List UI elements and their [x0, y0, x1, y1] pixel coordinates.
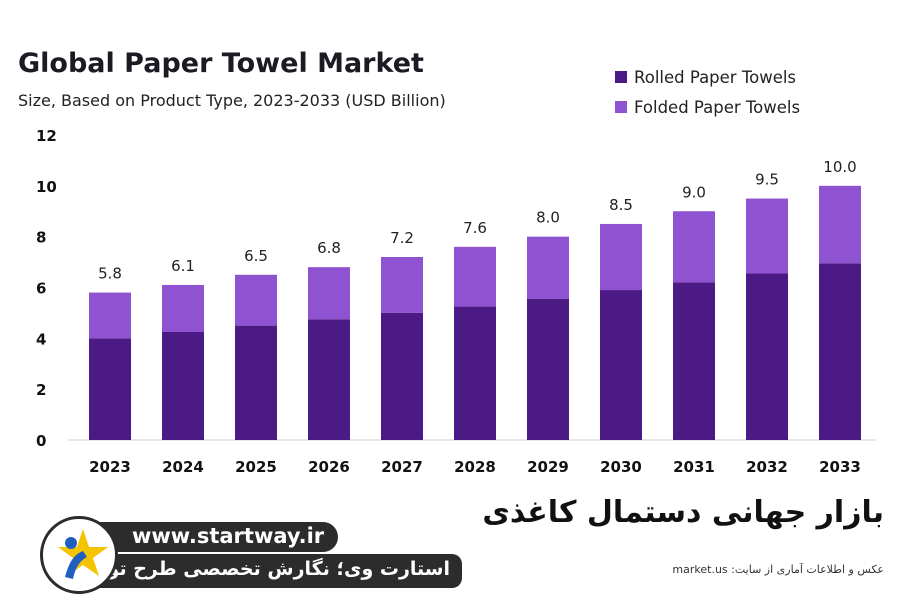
data-label-total: 5.8 [98, 265, 122, 283]
data-label-total: 8.0 [536, 209, 560, 227]
startway-logo-icon [40, 516, 118, 594]
bar-folded-2028 [454, 246, 496, 307]
chart-subtitle: Size, Based on Product Type, 2023-2033 (… [18, 91, 446, 110]
source-text: عکس و اطلاعات آماری از سایت: market.us [672, 563, 884, 576]
x-tick-label: 2032 [746, 458, 788, 476]
legend-swatch-rolled [615, 71, 627, 83]
y-tick-label: 2 [36, 381, 46, 399]
data-label-total: 7.2 [390, 229, 414, 247]
x-tick-label: 2029 [527, 458, 569, 476]
bar-rolled-2032 [746, 273, 788, 440]
brand-banner: www.startway.ir استارت وی؛ نگارش تخصصی ط… [40, 516, 462, 594]
bar-folded-2033 [819, 185, 861, 264]
y-tick-label: 12 [36, 127, 57, 145]
bar-rolled-2033 [819, 263, 861, 440]
bar-folded-2029 [527, 236, 569, 299]
bar-folded-2030 [600, 223, 642, 291]
legend-item-rolled: Rolled Paper Towels [615, 62, 800, 92]
bar-folded-2024 [162, 284, 204, 332]
bar-folded-2026 [308, 267, 350, 320]
bar-rolled-2028 [454, 306, 496, 440]
x-tick-label: 2024 [162, 458, 204, 476]
bar-folded-2031 [673, 211, 715, 283]
x-tick-label: 2033 [819, 458, 861, 476]
legend-item-folded: Folded Paper Towels [615, 92, 800, 122]
y-tick-label: 4 [36, 330, 46, 348]
bar-folded-2025 [235, 274, 277, 326]
bar-rolled-2026 [308, 319, 350, 440]
y-tick-label: 6 [36, 280, 46, 298]
bar-rolled-2031 [673, 282, 715, 440]
brand-tagline: استارت وی؛ نگارش تخصصی طرح توجیهی [54, 558, 450, 580]
data-label-total: 6.5 [244, 247, 268, 265]
x-tick-label: 2027 [381, 458, 423, 476]
data-label-total: 7.6 [463, 219, 487, 237]
bar-folded-2023 [89, 292, 131, 339]
legend-label-rolled: Rolled Paper Towels [634, 67, 797, 87]
y-tick-label: 0 [36, 432, 46, 450]
persian-title: بازار جهانی دستمال کاغذی [482, 495, 884, 530]
chart-title: Global Paper Towel Market [18, 48, 424, 79]
brand-url[interactable]: www.startway.ir [132, 524, 325, 548]
bar-rolled-2029 [527, 298, 569, 440]
y-tick-label: 10 [36, 178, 57, 196]
bar-rolled-2024 [162, 331, 204, 440]
legend-swatch-folded [615, 101, 627, 113]
bar-folded-2032 [746, 198, 788, 274]
x-tick-label: 2025 [235, 458, 277, 476]
data-label-total: 6.8 [317, 239, 341, 257]
data-label-total: 9.5 [755, 171, 779, 189]
legend: Rolled Paper Towels Folded Paper Towels [615, 62, 800, 122]
x-tick-label: 2031 [673, 458, 715, 476]
x-tick-label: 2030 [600, 458, 642, 476]
data-label-total: 10.0 [823, 158, 856, 176]
data-label-total: 9.0 [682, 183, 706, 201]
x-tick-label: 2028 [454, 458, 496, 476]
bar-rolled-2027 [381, 312, 423, 440]
x-tick-label: 2026 [308, 458, 350, 476]
bar-rolled-2030 [600, 290, 642, 440]
brand-tagline-bar: استارت وی؛ نگارش تخصصی طرح توجیهی [54, 554, 462, 588]
legend-label-folded: Folded Paper Towels [634, 97, 801, 117]
bar-rolled-2023 [89, 338, 131, 440]
x-tick-label: 2023 [89, 458, 131, 476]
y-tick-label: 8 [36, 229, 46, 247]
bar-folded-2027 [381, 257, 423, 313]
data-label-total: 6.1 [171, 257, 195, 275]
data-label-total: 8.5 [609, 196, 633, 214]
brand-url-bar: www.startway.ir [80, 522, 338, 552]
bar-chart: 0 2 4 6 8 10 12 5.8 2023 6.1 2024 6.5 2025 6.8 2026 7.2… [36, 127, 876, 476]
bar-rolled-2025 [235, 325, 277, 440]
